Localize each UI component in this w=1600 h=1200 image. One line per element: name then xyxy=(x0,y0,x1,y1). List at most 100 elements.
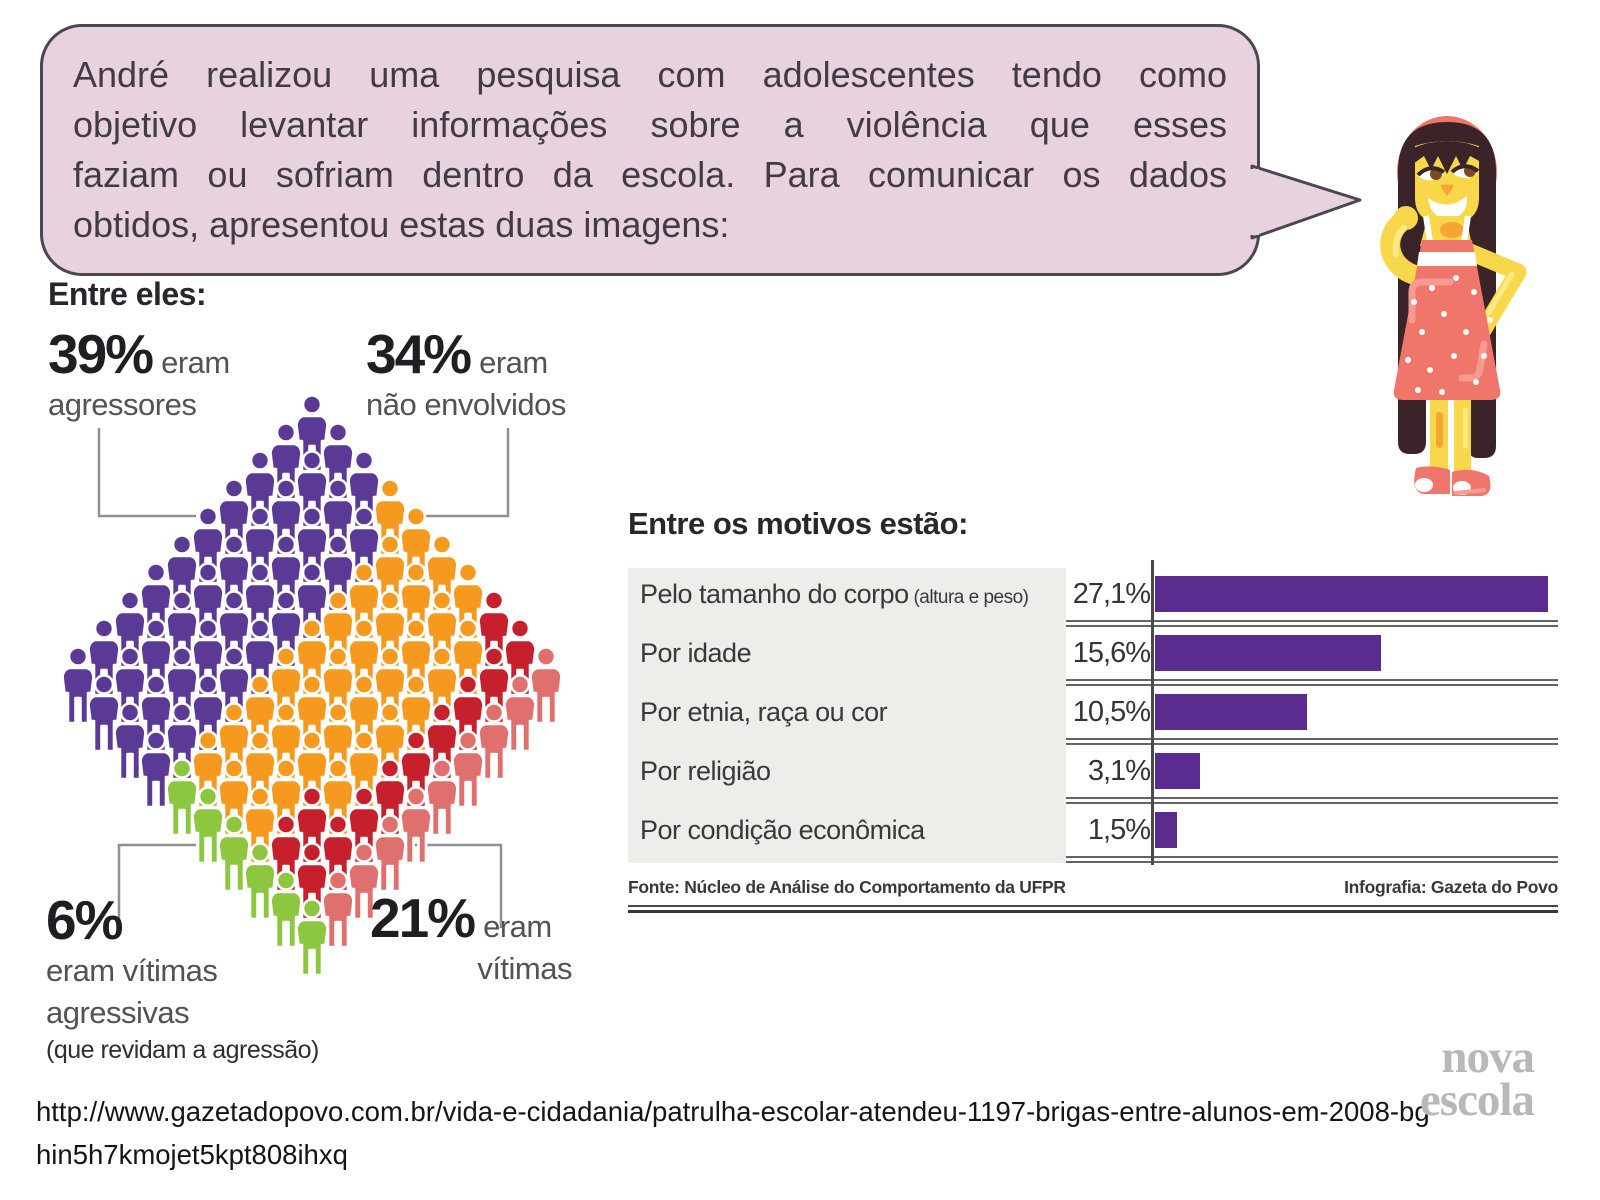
girl-leg-stripe xyxy=(1436,412,1443,448)
speech-bubble-tail xyxy=(1248,164,1362,240)
motive-value: 10,5% xyxy=(1072,695,1151,728)
motive-bar-cell xyxy=(1150,635,1558,671)
connector-agressores xyxy=(97,428,196,518)
motive-bar xyxy=(1155,753,1200,789)
logo-line1: nova xyxy=(1441,1031,1535,1083)
motive-bar xyxy=(1155,635,1382,671)
vitimas-agressivas-percent: 6% xyxy=(46,889,123,951)
motive-value: 27,1% xyxy=(1072,577,1151,610)
motives-row: Por religião 3,1% xyxy=(628,745,1558,797)
motive-value: 3,1% xyxy=(1087,754,1151,787)
source-url: http://www.gazetadopovo.com.br/vida-e-ci… xyxy=(36,1090,1430,1176)
connector-nao-envolvidos xyxy=(420,428,510,518)
callout-nao-envolvidos: 34% eram não envolvidos xyxy=(366,326,566,424)
motives-table-rows: Pelo tamanho do corpo (altura e peso) 27,… xyxy=(628,568,1558,863)
motives-row: Por idade 15,6% xyxy=(628,627,1558,679)
girl-dress-squiggle-2 xyxy=(1458,340,1488,382)
motive-bar xyxy=(1155,812,1177,848)
source-url-line1: http://www.gazetadopovo.com.br/vida-e-ci… xyxy=(36,1096,1430,1127)
question-text-line: André realizou uma pesquisa com adolesce… xyxy=(73,54,1227,95)
motive-label: Por religião xyxy=(640,755,771,786)
girl-illustration xyxy=(1380,116,1527,496)
question-text: André realizou uma pesquisa com adolesce… xyxy=(73,50,1227,250)
motive-label-note: (altura e peso) xyxy=(908,586,1029,608)
girl-arm-highlight xyxy=(1392,225,1407,257)
callout-vitimas-agressivas: 6% eram vítimas agressivas (que revidam … xyxy=(46,892,319,1065)
motives-row: Por condição econômica 1,5% xyxy=(628,804,1558,856)
girl-arm-akimbo-highlight xyxy=(1485,271,1515,317)
girl-dress-dots xyxy=(1405,275,1493,395)
question-speech-bubble: André realizou uma pesquisa com adolesce… xyxy=(40,24,1260,276)
motive-label: Pelo tamanho do corpo (altura e peso) xyxy=(640,578,1029,609)
source-url-line2: hin5h7kmojet5kpt808ihxq xyxy=(36,1139,348,1170)
connector-vitimas-agressivas xyxy=(117,843,196,928)
logo-line2: escola xyxy=(1419,1074,1535,1126)
vitimas-agressivas-line2: agressivas xyxy=(46,995,190,1030)
motive-bar-cell xyxy=(1150,753,1558,789)
row-separator xyxy=(628,797,1558,804)
girl-nose xyxy=(1440,184,1454,196)
vitimas-label: vítimas xyxy=(477,951,572,986)
girl-sandal-left-toe xyxy=(1415,478,1433,492)
vitimas-suffix: eram xyxy=(483,909,552,944)
motives-row: Pelo tamanho do corpo (altura e peso) 27,… xyxy=(628,568,1558,620)
motives-chart-section: Entre os motivos estão: Pelo tamanho do … xyxy=(628,506,1558,913)
person-icons-layer xyxy=(61,395,563,977)
girl-leg-highlight xyxy=(1463,408,1468,448)
chart-credit: Infografia: Gazeta do Povo xyxy=(1344,877,1558,897)
girl-lash-left xyxy=(1416,166,1446,177)
girl-leg-right xyxy=(1454,400,1471,472)
girl-dress-band xyxy=(1417,252,1477,266)
label-column-background xyxy=(628,568,1066,863)
callout-vitimas: 21% eram vítimas xyxy=(370,890,578,988)
motive-bar xyxy=(1155,694,1308,730)
motive-bar-cell xyxy=(1150,812,1558,848)
vitimas-agressivas-line1: eram vítimas xyxy=(46,953,218,988)
girl-sandal-sole xyxy=(1454,488,1486,495)
chart-axis-line xyxy=(1151,560,1154,865)
girl-mouth xyxy=(1428,196,1468,220)
callout-connectors xyxy=(97,428,510,928)
vitimas-agressivas-note: (que revidam a agressão) xyxy=(46,1036,319,1064)
chart-footer: Fonte: Núcleo de Análise do Comportament… xyxy=(628,877,1558,898)
girl-strap-right xyxy=(1461,215,1471,243)
motives-row: Por etnia, raça ou cor 10,5% xyxy=(628,686,1558,738)
chart-source: Fonte: Núcleo de Análise do Comportament… xyxy=(628,877,1066,897)
row-separator xyxy=(628,738,1558,745)
girl-hand-chin xyxy=(1394,206,1418,230)
agressores-label: agressores xyxy=(48,387,197,422)
motive-label: Por idade xyxy=(640,637,752,668)
row-separator xyxy=(628,679,1558,686)
girl-dress-squiggle-1 xyxy=(1408,278,1454,324)
motives-title: Entre os motivos estão: xyxy=(628,506,968,541)
agressores-percent: 39% xyxy=(48,323,154,385)
connector-vitimas xyxy=(414,843,503,928)
motive-bar-cell xyxy=(1150,576,1558,612)
girl-chest-shadow xyxy=(1440,222,1464,238)
nova-escola-logo: nova escola xyxy=(1386,1031,1535,1126)
motive-bar xyxy=(1155,576,1548,612)
question-text-line: obtidos, apresentou estas duas imagens: xyxy=(73,204,730,245)
question-text-line: faziam ou sofriam dentro da escola. Para… xyxy=(73,154,1227,195)
row-separator xyxy=(628,620,1558,627)
motive-value: 1,5% xyxy=(1087,813,1151,846)
waffle-title: Entre eles: xyxy=(48,276,207,312)
motive-bar-cell xyxy=(1150,694,1558,730)
motive-value: 15,6% xyxy=(1072,636,1151,669)
nao-envolvidos-label: não envolvidos xyxy=(366,387,566,422)
nao-envolvidos-suffix: eram xyxy=(479,345,548,380)
vitimas-percent: 21% xyxy=(370,887,476,949)
girl-lash-right xyxy=(1450,164,1480,174)
waffle-diamond-svg xyxy=(61,395,563,977)
motives-table: Pelo tamanho do corpo (altura e peso) 27,… xyxy=(628,560,1558,865)
question-text-line: objetivo levantar informações sobre a vi… xyxy=(73,104,1227,145)
nao-envolvidos-percent: 34% xyxy=(366,323,472,385)
callout-agressores: 39% eram agressores xyxy=(48,326,230,424)
agressores-suffix: eram xyxy=(161,345,230,380)
motive-label: Por condição econômica xyxy=(640,814,925,845)
girl-arm-akimbo xyxy=(1461,243,1527,341)
chart-bottom-rule xyxy=(628,905,1558,913)
motive-label: Por etnia, raça ou cor xyxy=(640,696,888,727)
row-separator xyxy=(628,856,1558,863)
girl-strap-left xyxy=(1423,215,1433,243)
